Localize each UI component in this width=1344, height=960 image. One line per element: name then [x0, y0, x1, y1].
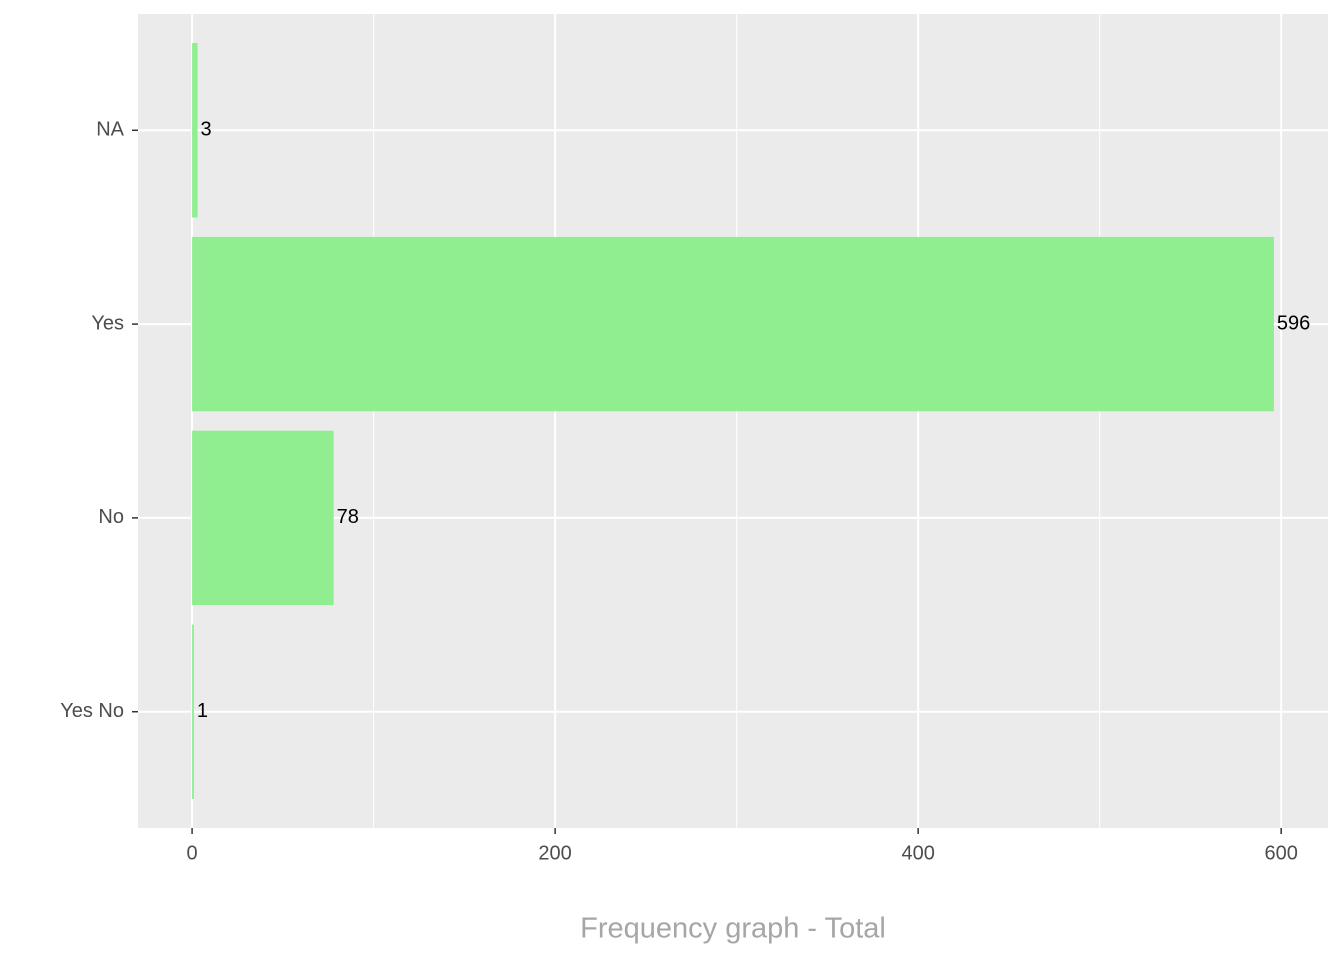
x-tick-label: 200 [538, 842, 571, 864]
bar [192, 236, 1274, 412]
x-tick-label: 400 [901, 842, 934, 864]
bar [192, 624, 194, 799]
x-tick-label: 600 [1264, 842, 1297, 864]
bar [192, 430, 334, 606]
value-label: 1 [197, 700, 208, 722]
value-label: 78 [337, 506, 359, 528]
value-label: 596 [1277, 312, 1310, 334]
y-tick-label: No [98, 506, 124, 528]
x-tick-label: 0 [187, 842, 198, 864]
x-axis-title: Frequency graph - Total [580, 913, 886, 945]
y-tick-label: NA [96, 119, 124, 141]
y-tick-label: Yes No [60, 700, 124, 722]
plot-panel [138, 14, 1328, 828]
bar [192, 43, 198, 218]
y-tick-label: Yes [91, 312, 124, 334]
value-label: 3 [201, 119, 212, 141]
